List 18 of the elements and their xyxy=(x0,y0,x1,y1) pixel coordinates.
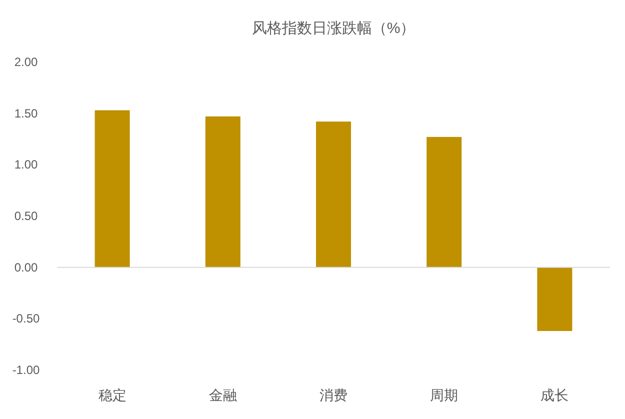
y-tick-label: 0.00 xyxy=(14,260,38,274)
x-tick-label: 消费 xyxy=(320,387,348,403)
y-tick-label: -0.50 xyxy=(12,312,40,326)
bar xyxy=(426,136,462,268)
y-tick-label: -1.00 xyxy=(12,363,40,377)
y-tick-label: 0.50 xyxy=(14,209,38,223)
x-tick-label: 周期 xyxy=(430,387,458,403)
bar xyxy=(205,116,240,268)
x-tick-label: 成长 xyxy=(540,387,569,403)
bar xyxy=(537,267,572,331)
y-tick-label: 2.00 xyxy=(14,55,38,69)
y-tick-label: 1.50 xyxy=(14,106,38,120)
bar xyxy=(316,122,351,268)
chart-title: 风格指数日涨跌幅（%） xyxy=(252,20,416,37)
y-tick-label: 1.00 xyxy=(14,158,38,172)
bar xyxy=(94,110,130,268)
x-tick-label: 金融 xyxy=(208,387,237,403)
x-tick-label: 稳定 xyxy=(98,387,126,403)
